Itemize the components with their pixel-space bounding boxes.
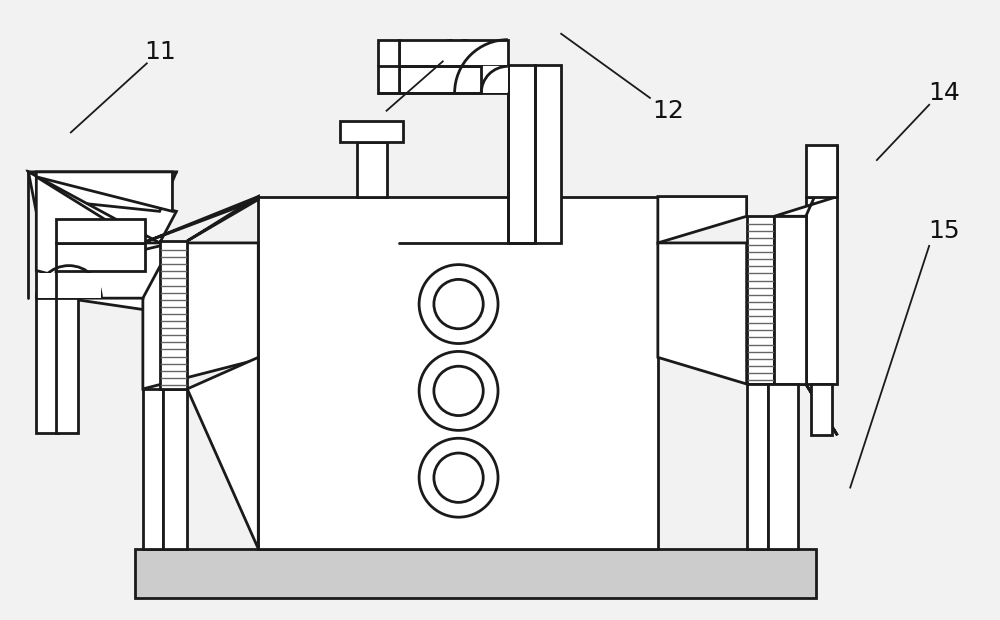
Text: 15: 15 — [928, 219, 960, 243]
Bar — [399, 40, 508, 66]
Bar — [768, 384, 798, 549]
Bar — [806, 197, 837, 384]
Polygon shape — [187, 357, 258, 549]
Text: 11: 11 — [145, 40, 176, 63]
Bar — [811, 384, 832, 435]
Bar — [357, 142, 387, 197]
Circle shape — [419, 265, 498, 343]
Bar — [56, 298, 78, 433]
Bar — [481, 66, 508, 93]
Polygon shape — [36, 172, 172, 211]
Bar — [36, 273, 101, 298]
Polygon shape — [28, 172, 160, 295]
Bar — [508, 65, 535, 243]
Text: 13: 13 — [443, 38, 474, 61]
Polygon shape — [28, 172, 176, 211]
Circle shape — [434, 280, 483, 329]
Bar — [56, 219, 145, 243]
Text: 12: 12 — [652, 99, 684, 123]
Circle shape — [434, 453, 483, 502]
Bar — [747, 384, 768, 549]
Bar — [160, 241, 187, 389]
Bar — [399, 66, 508, 93]
Bar — [56, 243, 145, 270]
Polygon shape — [46, 263, 160, 312]
Text: 14: 14 — [928, 81, 960, 105]
Bar — [747, 216, 774, 384]
Bar — [774, 216, 806, 384]
Circle shape — [419, 352, 498, 430]
Bar — [806, 145, 837, 197]
Polygon shape — [658, 243, 747, 384]
Bar — [258, 197, 658, 549]
Bar — [163, 389, 187, 549]
Bar — [378, 40, 399, 93]
Polygon shape — [658, 197, 747, 243]
Bar — [36, 298, 58, 433]
Circle shape — [419, 438, 498, 517]
Circle shape — [434, 366, 483, 415]
Polygon shape — [187, 197, 258, 241]
Polygon shape — [774, 384, 837, 435]
Polygon shape — [143, 197, 258, 243]
Bar — [143, 389, 163, 549]
Polygon shape — [56, 243, 172, 298]
Bar — [535, 65, 561, 243]
Polygon shape — [28, 172, 176, 243]
Polygon shape — [143, 243, 258, 389]
Bar — [340, 120, 403, 142]
Bar — [135, 549, 816, 598]
Polygon shape — [774, 145, 837, 216]
Polygon shape — [36, 177, 143, 298]
